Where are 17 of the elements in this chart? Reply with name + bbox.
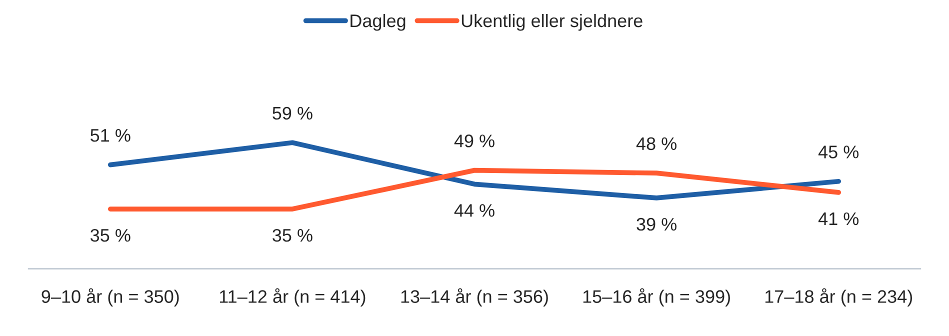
legend-label: Ukentlig eller sjeldnere bbox=[462, 14, 642, 31]
data-label: 48 % bbox=[636, 137, 676, 150]
data-label: 41 % bbox=[818, 212, 859, 226]
legend-label: Dagleg bbox=[350, 14, 406, 31]
x-tick-label: 15–16 år (n = 399) bbox=[583, 288, 730, 307]
data-label: 44 % bbox=[454, 204, 494, 217]
data-label: 35 % bbox=[90, 228, 130, 242]
data-label: 49 % bbox=[454, 134, 494, 148]
x-tick-label: 17–18 år (n = 234) bbox=[765, 288, 912, 307]
data-label: 45 % bbox=[818, 146, 859, 158]
x-tick-label: 13–14 år (n = 356) bbox=[401, 288, 548, 307]
data-label: 59 % bbox=[272, 106, 312, 120]
x-tick-label: 11–12 år (n = 414) bbox=[220, 288, 366, 307]
x-tick-label: 9–10 år (n = 350) bbox=[42, 288, 179, 307]
data-label: 51 % bbox=[90, 129, 130, 142]
data-label: 39 % bbox=[636, 218, 676, 231]
data-label: 35 % bbox=[272, 228, 312, 242]
